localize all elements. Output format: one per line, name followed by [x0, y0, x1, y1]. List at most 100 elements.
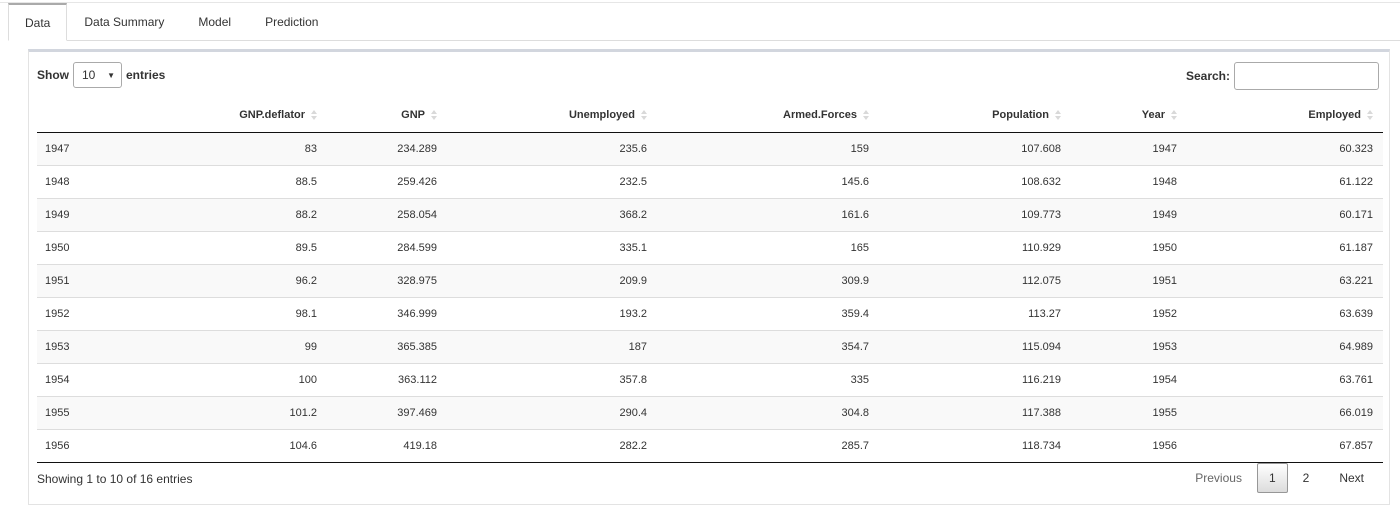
- column-header[interactable]: GNP: [327, 98, 447, 133]
- table-cell: 365.385: [327, 329, 447, 363]
- table-cell: 1953: [1071, 329, 1187, 363]
- table-cell: 66.019: [1187, 395, 1383, 429]
- data-table-panel: Show 10 ▼ entries Search: GNP.deflator GN…: [28, 49, 1390, 505]
- table-cell: 107.608: [879, 132, 1071, 165]
- tab-bar: Data Data Summary Model Prediction: [8, 3, 1400, 41]
- table-cell: 88.2: [117, 197, 327, 231]
- table-cell: 1952: [37, 296, 117, 330]
- column-header[interactable]: Armed.Forces: [657, 98, 879, 133]
- table-cell: 193.2: [447, 296, 657, 330]
- tab-prediction[interactable]: Prediction: [265, 15, 319, 29]
- page-1-button[interactable]: 1: [1256, 463, 1288, 493]
- table-row[interactable]: 1947 83 234.289 235.6 159 107.608 1947 60.323: [37, 132, 1383, 165]
- column-header-label: Unemployed: [568, 108, 635, 121]
- table-cell: 1951: [37, 263, 117, 297]
- table-row[interactable]: 1949 88.2 258.054 368.2 161.6 109.773 1949 60.1…: [37, 197, 1383, 231]
- table-cell: 328.975: [327, 263, 447, 297]
- table-row[interactable]: 1950 89.5 284.599 335.1 165 110.929 1950 61.187: [37, 230, 1383, 264]
- next-page-button[interactable]: Next: [1339, 471, 1364, 485]
- table-cell: 109.773: [879, 197, 1071, 231]
- search-input[interactable]: [1234, 62, 1379, 90]
- table-cell: 419.18: [327, 428, 447, 463]
- table-cell: 67.857: [1187, 428, 1383, 463]
- pagination: Previous 1 2 Next: [1180, 462, 1379, 494]
- table-cell: 1948: [37, 164, 117, 198]
- table-cell: 1948: [1071, 164, 1187, 198]
- table-row[interactable]: 1953 99 365.385 187 354.7 115.094 1953 64.989: [37, 329, 1383, 363]
- table-cell: 397.469: [327, 395, 447, 429]
- table-cell: 1954: [37, 362, 117, 396]
- table-row[interactable]: 1954 100 363.112 357.8 335 116.219 1954 63.761: [37, 362, 1383, 396]
- table-cell: 1949: [1071, 197, 1187, 231]
- tab-data[interactable]: Data: [8, 3, 68, 41]
- table-cell: 159: [657, 132, 879, 165]
- table-cell: 88.5: [117, 164, 327, 198]
- table-info: Showing 1 to 10 of 16 entries: [37, 472, 193, 486]
- chevron-down-icon: ▼: [107, 70, 115, 80]
- table-cell: 232.5: [447, 164, 657, 198]
- table-cell: 1949: [37, 197, 117, 231]
- table-cell: 285.7: [657, 428, 879, 463]
- column-header-label: GNP: [401, 108, 425, 121]
- column-header-rownames[interactable]: [37, 98, 117, 133]
- table-cell: 89.5: [117, 230, 327, 264]
- table-cell: 63.639: [1187, 296, 1383, 330]
- data-table: GNP.deflator GNP Unemployed Armed.Forces Pop…: [37, 98, 1383, 463]
- page-2-button[interactable]: 2: [1302, 471, 1310, 485]
- top-divider: [0, 2, 1400, 3]
- entries-select[interactable]: 10 ▼: [73, 62, 122, 88]
- table-cell: 61.187: [1187, 230, 1383, 264]
- table-cell: 145.6: [657, 164, 879, 198]
- table-cell: 60.323: [1187, 132, 1383, 165]
- table-row[interactable]: 1948 88.5 259.426 232.5 145.6 108.632 1948 61.1…: [37, 164, 1383, 198]
- table-cell: 282.2: [447, 428, 657, 463]
- column-header[interactable]: Unemployed: [447, 98, 657, 133]
- sort-icon: [863, 109, 869, 120]
- table-cell: 116.219: [879, 362, 1071, 396]
- table-cell: 1953: [37, 329, 117, 363]
- entries-select-value: 10: [82, 68, 96, 82]
- table-cell: 363.112: [327, 362, 447, 396]
- table-cell: 64.989: [1187, 329, 1383, 363]
- table-cell: 60.171: [1187, 197, 1383, 231]
- table-cell: 1955: [1071, 395, 1187, 429]
- table-cell: 165: [657, 230, 879, 264]
- table-cell: 1950: [37, 230, 117, 264]
- table-cell: 117.388: [879, 395, 1071, 429]
- table-row[interactable]: 1951 96.2 328.975 209.9 309.9 112.075 1951 63.2…: [37, 263, 1383, 297]
- sort-icon: [1055, 109, 1061, 120]
- previous-page-button[interactable]: Previous: [1195, 471, 1242, 485]
- table-cell: 161.6: [657, 197, 879, 231]
- column-header[interactable]: Employed: [1187, 98, 1383, 133]
- table-row[interactable]: 1955 101.2 397.469 290.4 304.8 117.388 1955 66.…: [37, 395, 1383, 429]
- table-cell: 1952: [1071, 296, 1187, 330]
- table-row[interactable]: 1956 104.6 419.18 282.2 285.7 118.734 1956 67.8…: [37, 428, 1383, 463]
- tab-model[interactable]: Model: [198, 15, 232, 29]
- table-cell: 335: [657, 362, 879, 396]
- table-cell: 63.221: [1187, 263, 1383, 297]
- table-cell: 234.289: [327, 132, 447, 165]
- table-cell: 284.599: [327, 230, 447, 264]
- table-row[interactable]: 1952 98.1 346.999 193.2 359.4 113.27 1952 63.63…: [37, 296, 1383, 330]
- table-cell: 96.2: [117, 263, 327, 297]
- sort-icon: [431, 109, 437, 120]
- table-cell: 368.2: [447, 197, 657, 231]
- table-cell: 113.27: [879, 296, 1071, 330]
- column-header[interactable]: Population: [879, 98, 1071, 133]
- table-cell: 258.054: [327, 197, 447, 231]
- table-cell: 101.2: [117, 395, 327, 429]
- column-header[interactable]: Year: [1071, 98, 1187, 133]
- table-cell: 290.4: [447, 395, 657, 429]
- sort-icon: [311, 109, 317, 120]
- table-cell: 1956: [1071, 428, 1187, 463]
- table-cell: 346.999: [327, 296, 447, 330]
- table-header-row: GNP.deflator GNP Unemployed Armed.Forces Pop…: [37, 98, 1383, 133]
- tab-data-summary[interactable]: Data Summary: [84, 15, 165, 29]
- sort-icon: [641, 109, 647, 120]
- column-header-label: Population: [992, 108, 1049, 121]
- column-header[interactable]: GNP.deflator: [117, 98, 327, 133]
- table-cell: 108.632: [879, 164, 1071, 198]
- table-cell: 1951: [1071, 263, 1187, 297]
- table-cell: 335.1: [447, 230, 657, 264]
